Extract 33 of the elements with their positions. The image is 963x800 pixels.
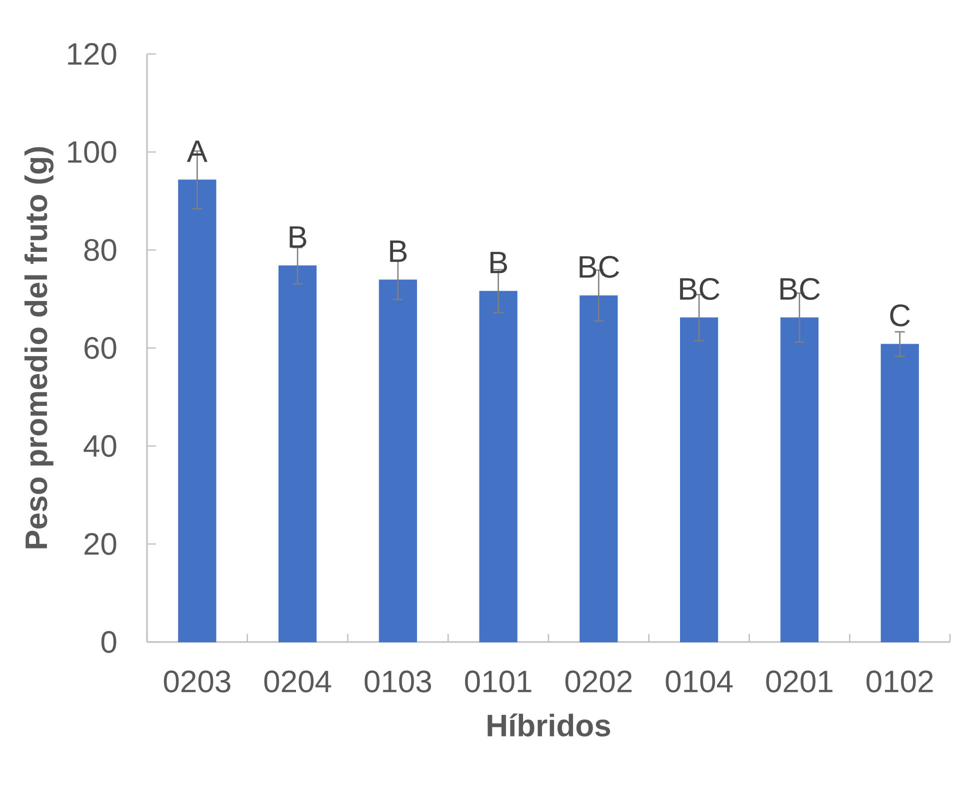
annotation: B [290, 226, 306, 248]
annotation: C [890, 304, 910, 326]
bar [278, 265, 317, 642]
x-tick-label: 0104 [666, 670, 733, 692]
annotation: A [186, 140, 208, 162]
annotation: BC [580, 256, 620, 278]
x-tick-label: 0203 [164, 670, 230, 692]
y-tick-label: 100 [68, 141, 116, 163]
x-axis-title: Híbridos [488, 713, 610, 737]
x-tick-label: 0204 [264, 670, 332, 692]
y-tick-label: 60 [84, 337, 116, 359]
bar [178, 180, 216, 642]
bar [580, 295, 618, 642]
bar [780, 317, 818, 642]
x-tick-label: 0103 [364, 670, 432, 692]
bar [378, 280, 417, 642]
y-tick-label: 80 [84, 239, 116, 261]
x-tick-label: 0201 [766, 670, 832, 692]
y-tick-label: 120 [68, 43, 116, 65]
x-tick-label: 0202 [565, 670, 632, 692]
annotation: B [490, 252, 508, 274]
x-tick-label: 0102 [866, 670, 933, 692]
bar [479, 290, 518, 642]
annotation: BC [780, 278, 820, 300]
annotation: B [390, 240, 407, 262]
y-tick-label: 20 [84, 533, 116, 555]
bar [880, 344, 919, 642]
y-tick-label: 0 [101, 631, 116, 653]
annotation: BC [680, 278, 720, 300]
y-tick-label: 40 [84, 435, 116, 457]
bar [680, 317, 718, 642]
x-tick-label: 0101 [465, 670, 532, 692]
y-axis-title: Peso promedio del fruto (g) [24, 147, 54, 548]
